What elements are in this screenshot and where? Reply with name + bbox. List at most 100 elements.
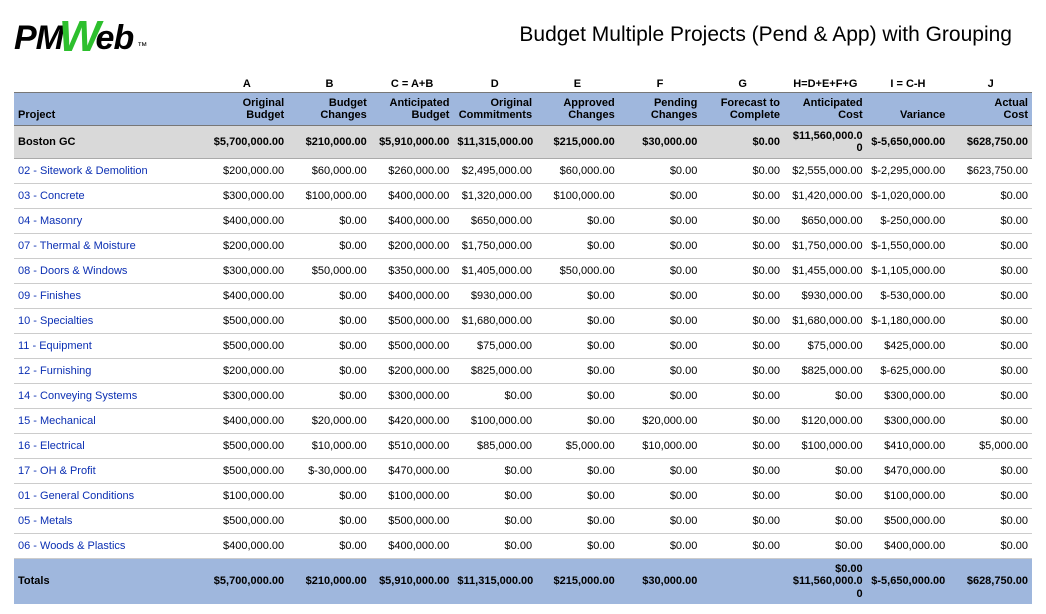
totals-value: $30,000.00 (619, 559, 702, 604)
row-link[interactable]: 14 - Conveying Systems (14, 384, 206, 409)
cell-value: $400,000.00 (371, 184, 454, 209)
cell-value: $930,000.00 (453, 284, 536, 309)
group-row: Boston GC$5,700,000.00$210,000.00$5,910,… (14, 126, 1032, 159)
group-name: Boston GC (14, 126, 206, 159)
report-title: Budget Multiple Projects (Pend & App) wi… (146, 23, 1032, 47)
cell-value: $200,000.00 (206, 234, 289, 259)
logo-tm: ™ (137, 41, 146, 52)
row-link[interactable]: 15 - Mechanical (14, 409, 206, 434)
cell-value: $0.00 (701, 159, 784, 184)
cell-value: $0.00 (453, 534, 536, 559)
report-header: PMWeb™ Budget Multiple Projects (Pend & … (14, 10, 1032, 60)
cell-value: $0.00 (288, 209, 371, 234)
col-letter: C = A+B (371, 74, 454, 93)
row-link[interactable]: 10 - Specialties (14, 309, 206, 334)
cell-value: $0.00 (701, 209, 784, 234)
cell-value: $0.00 (701, 309, 784, 334)
cell-value: $0.00 (701, 284, 784, 309)
group-value: $11,315,000.00 (453, 126, 536, 159)
cell-value: $0.00 (701, 484, 784, 509)
cell-value: $0.00 (288, 484, 371, 509)
col-letter: E (536, 74, 619, 93)
cell-value: $0.00 (701, 434, 784, 459)
cell-value: $0.00 (949, 259, 1032, 284)
row-link[interactable]: 16 - Electrical (14, 434, 206, 459)
row-link[interactable]: 11 - Equipment (14, 334, 206, 359)
cell-value: $0.00 (619, 284, 702, 309)
cell-value: $0.00 (619, 234, 702, 259)
cell-value: $0.00 (701, 334, 784, 359)
cell-value: $0.00 (949, 534, 1032, 559)
cell-value: $500,000.00 (206, 509, 289, 534)
cell-value: $0.00 (536, 309, 619, 334)
row-link[interactable]: 09 - Finishes (14, 284, 206, 309)
col-header: BudgetChanges (288, 93, 371, 126)
cell-value: $0.00 (619, 184, 702, 209)
cell-value: $425,000.00 (867, 334, 950, 359)
cell-value: $0.00 (619, 509, 702, 534)
table-row: 10 - Specialties$500,000.00$0.00$500,000… (14, 309, 1032, 334)
col-header: OriginalBudget (206, 93, 289, 126)
cell-value: $930,000.00 (784, 284, 867, 309)
table-row: 06 - Woods & Plastics$400,000.00$0.00$40… (14, 534, 1032, 559)
cell-value: $100,000.00 (784, 434, 867, 459)
cell-value: $120,000.00 (784, 409, 867, 434)
cell-value: $1,680,000.00 (784, 309, 867, 334)
table-row: 15 - Mechanical$400,000.00$20,000.00$420… (14, 409, 1032, 434)
group-value: $628,750.00 (949, 126, 1032, 159)
group-value: $210,000.00 (288, 126, 371, 159)
row-link[interactable]: 01 - General Conditions (14, 484, 206, 509)
row-link[interactable]: 04 - Masonry (14, 209, 206, 234)
cell-value: $0.00 (619, 334, 702, 359)
cell-value: $0.00 (619, 534, 702, 559)
cell-value: $400,000.00 (206, 209, 289, 234)
row-link[interactable]: 08 - Doors & Windows (14, 259, 206, 284)
cell-value: $100,000.00 (371, 484, 454, 509)
cell-value: $0.00 (701, 534, 784, 559)
cell-value: $0.00 (701, 409, 784, 434)
cell-value: $100,000.00 (867, 484, 950, 509)
row-link[interactable]: 17 - OH & Profit (14, 459, 206, 484)
table-row: 12 - Furnishing$200,000.00$0.00$200,000.… (14, 359, 1032, 384)
cell-value: $300,000.00 (867, 409, 950, 434)
cell-value: $2,555,000.00 (784, 159, 867, 184)
totals-value: $5,910,000.00 (371, 559, 454, 604)
cell-value: $0.00 (619, 209, 702, 234)
cell-value: $50,000.00 (288, 259, 371, 284)
cell-value: $0.00 (619, 459, 702, 484)
row-link[interactable]: 05 - Metals (14, 509, 206, 534)
cell-value: $0.00 (784, 509, 867, 534)
row-link[interactable]: 07 - Thermal & Moisture (14, 234, 206, 259)
cell-value: $50,000.00 (536, 259, 619, 284)
cell-value: $0.00 (536, 209, 619, 234)
row-link[interactable]: 03 - Concrete (14, 184, 206, 209)
cell-value: $0.00 (701, 234, 784, 259)
cell-value: $0.00 (288, 284, 371, 309)
cell-value: $0.00 (288, 234, 371, 259)
cell-value: $500,000.00 (371, 309, 454, 334)
row-link[interactable]: 12 - Furnishing (14, 359, 206, 384)
cell-value: $20,000.00 (619, 409, 702, 434)
table-row: 16 - Electrical$500,000.00$10,000.00$510… (14, 434, 1032, 459)
table-row: 01 - General Conditions$100,000.00$0.00$… (14, 484, 1032, 509)
cell-value: $-30,000.00 (288, 459, 371, 484)
cell-value: $200,000.00 (206, 359, 289, 384)
table-row: 03 - Concrete$300,000.00$100,000.00$400,… (14, 184, 1032, 209)
col-letter: F (619, 74, 702, 93)
cell-value: $75,000.00 (784, 334, 867, 359)
cell-value: $0.00 (453, 384, 536, 409)
cell-value: $0.00 (949, 334, 1032, 359)
row-link[interactable]: 06 - Woods & Plastics (14, 534, 206, 559)
cell-value: $500,000.00 (206, 459, 289, 484)
table-row: 14 - Conveying Systems$300,000.00$0.00$3… (14, 384, 1032, 409)
col-letter: H=D+E+F+G (784, 74, 867, 93)
cell-value: $825,000.00 (453, 359, 536, 384)
cell-value: $0.00 (701, 459, 784, 484)
cell-value: $400,000.00 (371, 209, 454, 234)
logo-eb: eb (96, 19, 134, 58)
cell-value: $0.00 (619, 259, 702, 284)
cell-value: $75,000.00 (453, 334, 536, 359)
cell-value: $500,000.00 (371, 509, 454, 534)
row-link[interactable]: 02 - Sitework & Demolition (14, 159, 206, 184)
col-letter: D (453, 74, 536, 93)
